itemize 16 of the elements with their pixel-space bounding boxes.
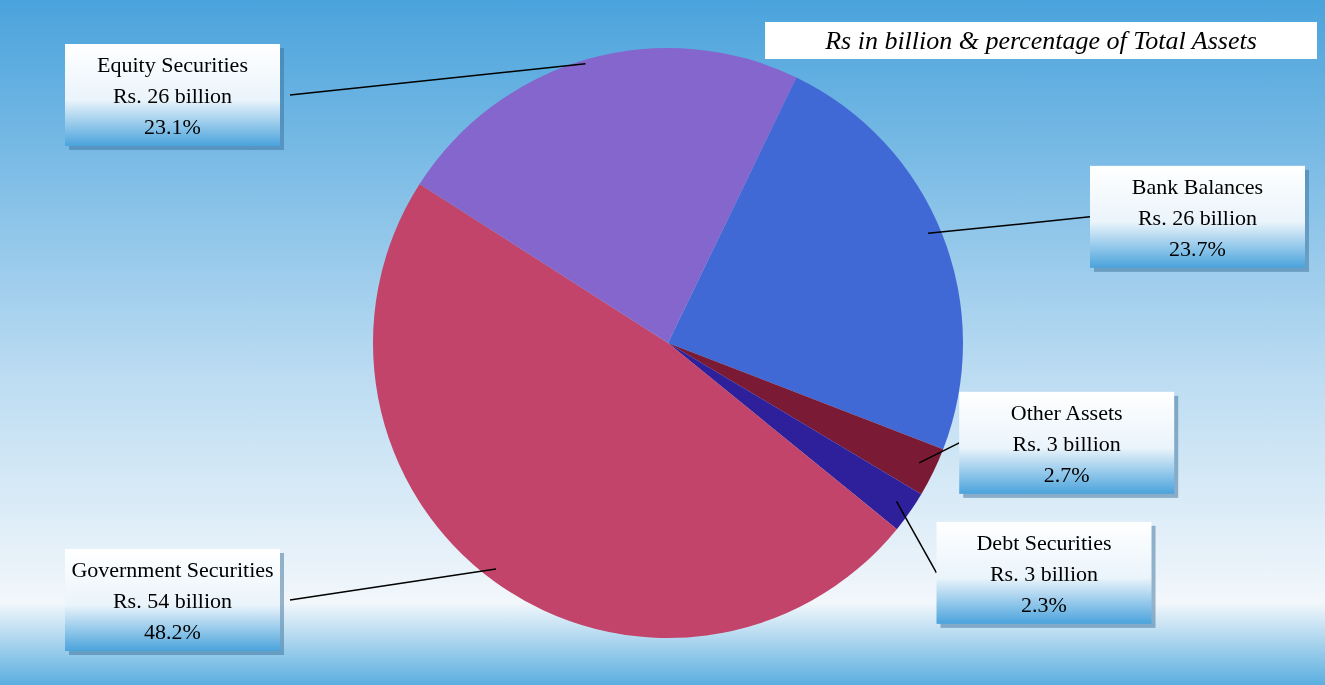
slice-label: Government Securities	[71, 557, 274, 582]
pie-slice	[373, 183, 897, 638]
chart-title: Rs in billion & percentage of Total Assets	[824, 26, 1257, 55]
slice-label: Equity Securities	[97, 52, 248, 77]
data-label: Rs. 26 billion 23.7%	[1137, 204, 1258, 261]
data-label: Rs. 3 billion 2.3%	[989, 560, 1099, 617]
slice-label: Debt Securities	[976, 529, 1112, 555]
data-label: Rs. 26 billion 23.1%	[112, 83, 233, 139]
data-label: Rs. 3 billion 2.7%	[1012, 430, 1121, 487]
pie-slice	[668, 77, 963, 450]
slice-label: Bank Balances	[1131, 173, 1264, 199]
pie-slice	[668, 343, 944, 495]
slice-label: Other Assets	[1010, 399, 1123, 425]
data-label: Rs. 54 billion 48.2%	[112, 588, 233, 644]
pie-slice	[419, 48, 797, 343]
pie-slice	[668, 343, 922, 530]
